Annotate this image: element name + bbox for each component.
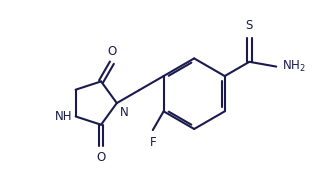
Text: NH$_2$: NH$_2$	[282, 59, 306, 74]
Text: NH: NH	[55, 110, 72, 123]
Text: O: O	[107, 45, 116, 58]
Text: N: N	[120, 106, 129, 119]
Text: S: S	[246, 19, 253, 32]
Text: F: F	[149, 136, 156, 149]
Text: O: O	[96, 152, 106, 164]
